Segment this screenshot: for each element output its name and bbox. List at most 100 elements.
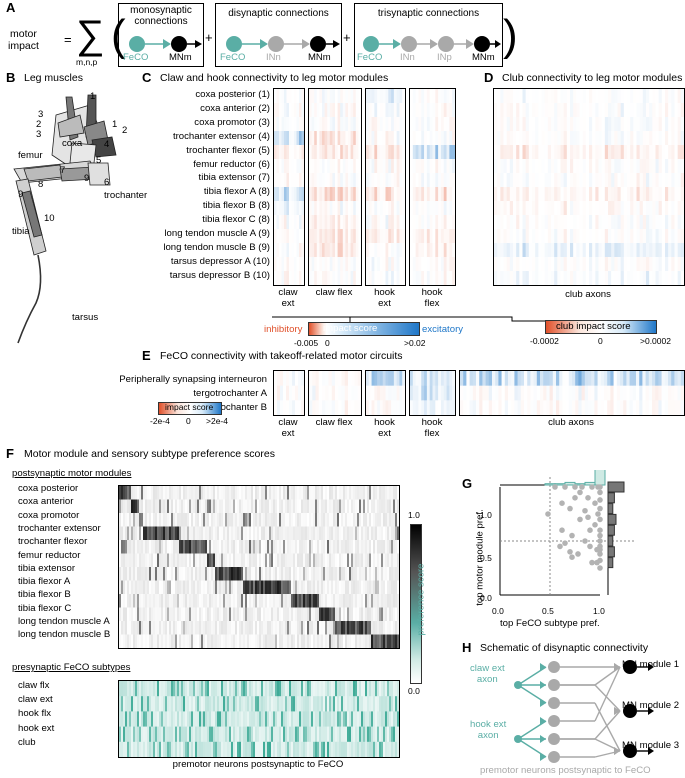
cell (636, 243, 640, 258)
cell (642, 103, 647, 118)
cell (339, 607, 342, 622)
cell (332, 159, 336, 174)
cell (223, 681, 226, 697)
cell (284, 201, 287, 216)
cell (279, 131, 282, 146)
cell (617, 103, 621, 118)
cell (335, 696, 338, 712)
cell (157, 526, 160, 541)
cell (552, 385, 557, 401)
cell (629, 371, 634, 386)
cell (281, 145, 285, 160)
cell (183, 621, 186, 635)
cell (611, 215, 615, 230)
cell (383, 540, 386, 554)
cell (522, 89, 526, 104)
cell (345, 103, 349, 118)
cell (315, 696, 318, 712)
cell (131, 634, 134, 648)
cell (207, 526, 210, 541)
leg-diagram: 3 1 2 3 2 1 4 5 7 8 9 6 9 10 (13, 91, 127, 344)
cell (153, 553, 156, 568)
cell (543, 400, 547, 415)
cell (329, 243, 333, 258)
cell (171, 526, 174, 541)
cell (396, 131, 400, 146)
cell (601, 271, 606, 285)
cell (343, 594, 346, 608)
cell (345, 145, 349, 160)
cell (388, 371, 392, 386)
cell (189, 594, 192, 608)
cell (351, 634, 354, 648)
cell (607, 371, 611, 386)
cell (415, 89, 419, 104)
cell (296, 159, 300, 174)
cell (382, 243, 386, 258)
f-post-row-6: tibia extensor (18, 562, 76, 574)
cell (229, 607, 232, 622)
cell (547, 187, 552, 202)
cell (347, 486, 350, 500)
cell (127, 580, 130, 595)
cell (313, 499, 316, 514)
cell (143, 553, 146, 568)
cell (379, 215, 384, 230)
cell (412, 229, 416, 244)
cell (129, 607, 132, 622)
cell (421, 229, 425, 244)
cell (604, 117, 609, 132)
cell (173, 580, 176, 595)
feco-node (129, 36, 145, 52)
cell (373, 621, 376, 635)
cell (466, 371, 470, 386)
cell (317, 486, 320, 500)
cell (311, 271, 315, 285)
cell (563, 103, 568, 118)
cell (399, 131, 403, 146)
cell (589, 145, 593, 160)
cell (149, 594, 152, 608)
cell (179, 486, 182, 500)
cell (233, 580, 236, 595)
cell (317, 711, 320, 727)
cell (556, 371, 560, 386)
cell (343, 726, 346, 743)
cell (371, 215, 375, 230)
cell (313, 567, 316, 581)
c-colorbar-label: impact score (323, 323, 378, 334)
cell (516, 271, 520, 285)
cell (536, 385, 541, 401)
cell (153, 526, 156, 541)
cell (189, 634, 192, 648)
cell (243, 634, 246, 648)
cell (377, 89, 381, 104)
cell (560, 117, 564, 132)
cell (387, 726, 390, 743)
cell (165, 580, 168, 595)
cell (163, 526, 166, 541)
cell (440, 103, 445, 118)
cell (655, 173, 659, 188)
e-hook-ext-2: ext (378, 427, 391, 439)
cell (646, 243, 650, 258)
heatmap-claw-ext (273, 88, 305, 286)
cell (630, 243, 634, 258)
cell (223, 607, 226, 622)
cell (343, 567, 346, 581)
cell (592, 215, 596, 230)
cell (371, 607, 374, 622)
cell (348, 173, 351, 188)
cell (328, 400, 333, 415)
cell (494, 145, 498, 160)
cell (274, 159, 277, 174)
cell (353, 117, 357, 132)
cell (652, 271, 656, 285)
cell (219, 526, 222, 541)
cell (668, 89, 672, 104)
cell (319, 513, 322, 527)
cell (391, 580, 394, 595)
mono-title-1: monosynaptic (130, 5, 192, 16)
cell (213, 486, 216, 500)
f-post-row-11: long tendon muscle B (18, 629, 111, 641)
